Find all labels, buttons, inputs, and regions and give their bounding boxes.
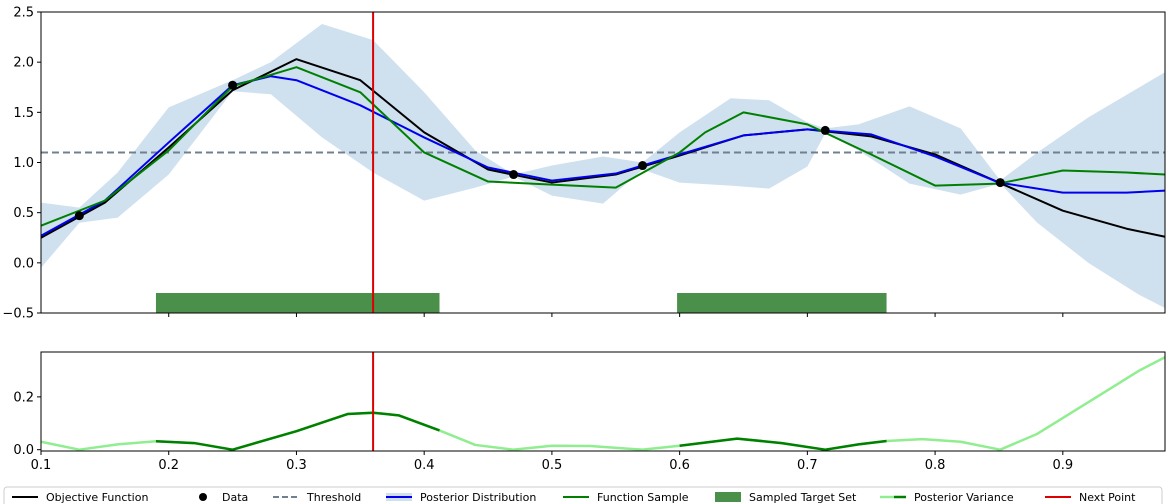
data-point [509,170,519,180]
legend-label: Sampled Target Set [749,491,857,504]
legend-item: Function Sample [563,491,689,504]
posterior-variance-target-segment [155,411,440,451]
x-tick-label: 0.6 [669,458,690,473]
legend-swatch [199,493,207,501]
legend-label: Data [222,491,248,504]
x-tick-label: 0.3 [286,458,307,473]
legend: Objective Function Data Threshold Posterior… [3,486,1163,504]
y-tick-label: 2.0 [13,56,34,71]
x-tick-label: 0.2 [158,458,179,473]
legend-frame [3,486,1163,504]
y-tick-label: 0.0 [13,256,34,271]
sampled-target-set-bar [155,293,440,313]
bottom-plot-panel: 0.0 0.2 0.1 0.2 0.3 0.4 0.5 0.6 0.7 0.8 0.9 [13,351,1166,473]
legend-item: Posterior Variance [880,491,1014,504]
y-tick-label: 0.0 [13,443,34,458]
legend-item: Sampled Target Set [715,491,857,504]
x-tick-label: 0.5 [542,458,563,473]
legend-item: Threshold [273,491,361,504]
legend-item: Posterior Distribution [386,491,536,504]
y-tick-label: 0.2 [13,390,34,405]
series-line-objective-function [40,58,1166,239]
plot-frame [40,351,1166,452]
legend-label: Threshold [306,491,361,504]
x-tick-label: 0.1 [31,458,52,473]
y-tick-label: −0.5 [2,307,34,322]
data-point [228,80,238,90]
series-line-function-sample [40,66,1166,227]
y-tick-label: 0.5 [13,206,34,221]
legend-label: Posterior Distribution [420,491,536,504]
legend-label: Function Sample [597,491,689,504]
series-line-posterior-variance [40,356,1166,451]
confidence-band [41,24,1165,308]
legend-item: Next Point [1045,491,1136,504]
legend-label: Next Point [1079,491,1136,504]
sampled-target-set-bar [677,293,887,313]
legend-item: Objective Function [12,491,148,504]
posterior-variance-target-segment [679,437,887,451]
x-tick-label: 0.8 [925,458,946,473]
data-point [74,211,84,221]
y-tick-label: 1.5 [13,106,34,121]
y-tick-label: 2.5 [13,6,34,21]
legend-swatch [715,492,741,502]
x-tick-label: 0.7 [797,458,818,473]
legend-item: Data [199,491,248,504]
data-point [995,178,1005,188]
legend-label: Objective Function [46,491,148,504]
legend-label: Posterior Variance [914,491,1014,504]
y-tick-label: 1.0 [13,156,34,171]
x-tick-label: 0.4 [414,458,435,473]
data-point [638,161,648,171]
data-point [820,125,830,135]
top-plot-panel: −0.5 0.0 0.5 1.0 1.5 2.0 2.5 [2,6,1166,322]
x-tick-label: 0.9 [1052,458,1073,473]
